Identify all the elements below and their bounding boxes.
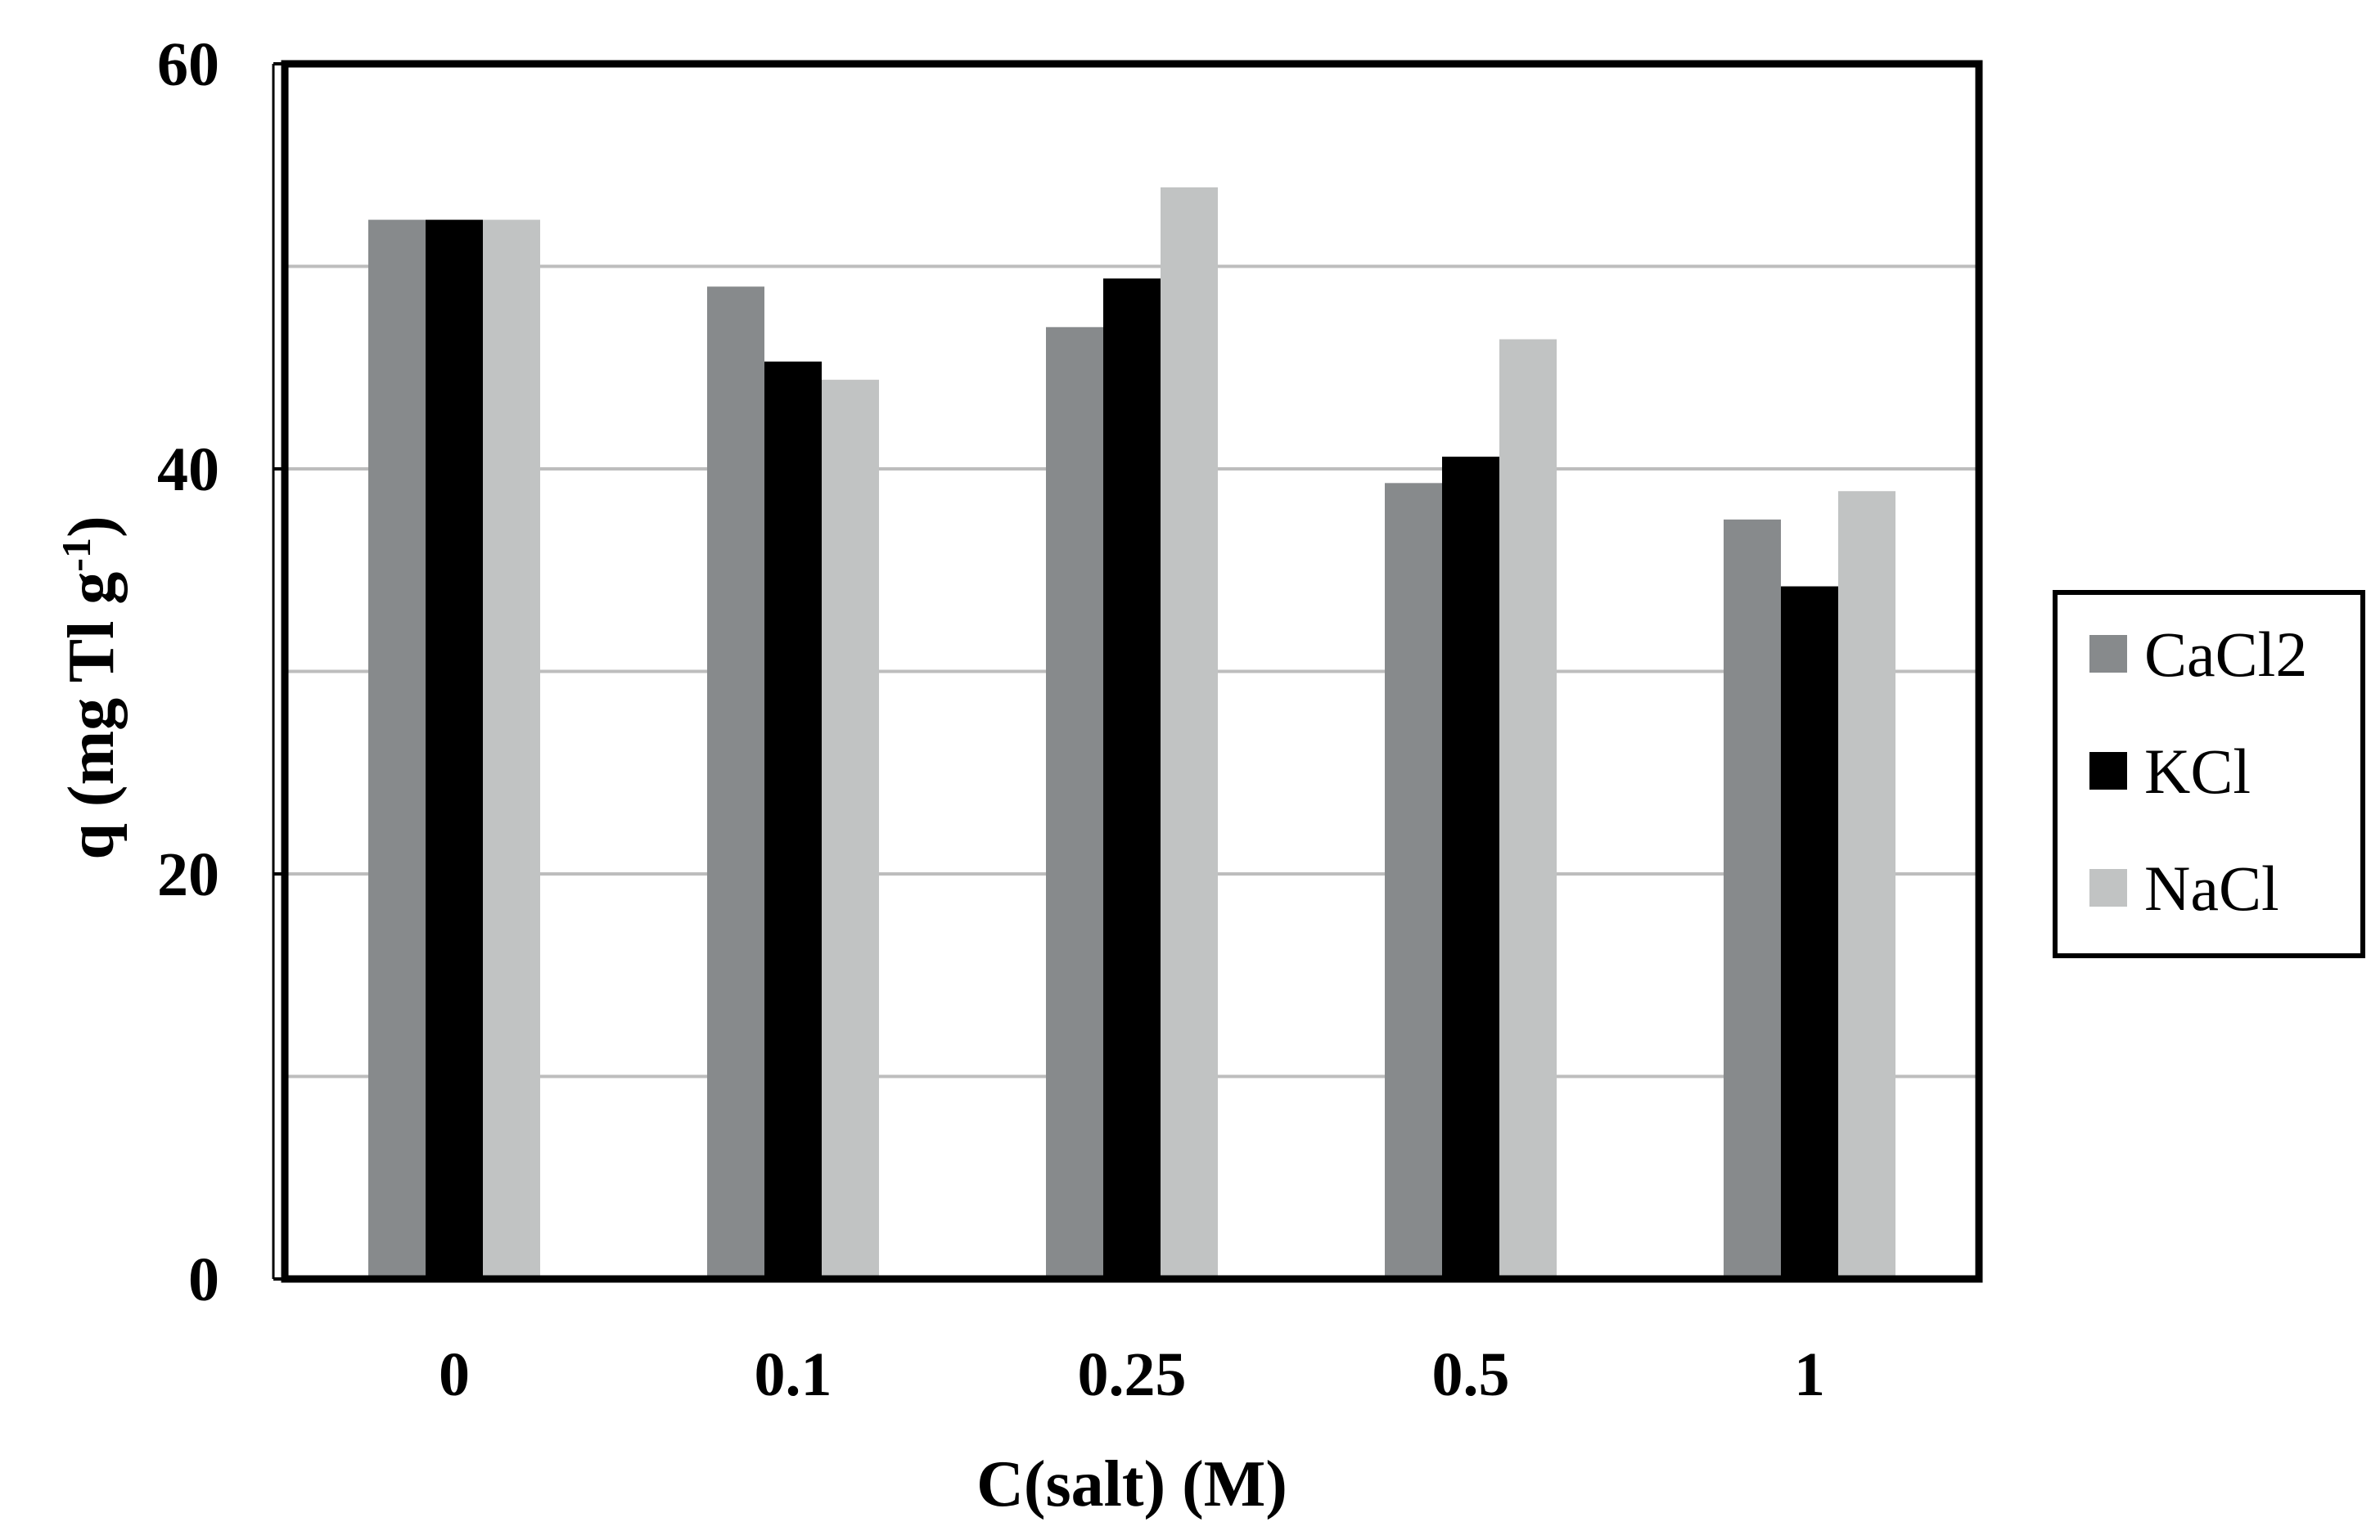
- legend-label-nacl: NaCl: [2144, 853, 2279, 924]
- bar-kcl-0_5: [1442, 457, 1499, 1279]
- bar-groups: [368, 187, 1895, 1280]
- bar-cacl2-0_25: [1046, 326, 1103, 1279]
- y-axis-label-main: q (mg Tl g: [56, 572, 128, 860]
- x-tick-label: 0.5: [1432, 1340, 1510, 1409]
- bar-cacl2-0_1: [707, 286, 764, 1279]
- bar-nacl-0_25: [1161, 187, 1218, 1280]
- legend-swatch-kcl: [2089, 752, 2127, 790]
- y-axis: 0 20 40 60: [157, 30, 285, 1314]
- bar-kcl-1: [1781, 586, 1838, 1279]
- bar-cacl2-1: [1724, 519, 1781, 1279]
- legend-label-kcl: KCl: [2144, 736, 2251, 807]
- bar-group-1: [1724, 491, 1895, 1279]
- bar-kcl-0_25: [1103, 278, 1161, 1280]
- x-tick-label: 0.1: [755, 1340, 832, 1409]
- bar-nacl-0_1: [822, 380, 879, 1280]
- bar-cacl2-0_5: [1385, 483, 1442, 1279]
- x-axis-label: C(salt) (M): [976, 1448, 1287, 1520]
- legend-label-cacl2: CaCl2: [2144, 619, 2307, 690]
- bar-cacl2-0: [368, 219, 426, 1280]
- bar-group-0_25: [1046, 187, 1218, 1280]
- bar-kcl-0_1: [764, 361, 822, 1280]
- y-tick-label: 0: [188, 1245, 219, 1314]
- bar-nacl-1: [1838, 491, 1895, 1279]
- x-tick-label: 0.25: [1078, 1340, 1187, 1409]
- legend-swatch-cacl2: [2089, 635, 2127, 673]
- bar-nacl-0: [483, 219, 540, 1280]
- legend-swatch-nacl: [2089, 869, 2127, 907]
- bar-kcl-0: [426, 219, 483, 1280]
- y-axis-label-close: ): [56, 516, 128, 538]
- y-tick-label: 40: [157, 435, 219, 504]
- legend: CaCl2 KCl NaCl: [2053, 590, 2365, 958]
- x-tick-label: 0: [439, 1340, 470, 1409]
- x-tick-label: 1: [1794, 1340, 1825, 1409]
- bar-group-0: [368, 219, 540, 1280]
- y-tick-label: 60: [157, 30, 219, 99]
- bar-group-0_1: [707, 286, 879, 1280]
- bar-nacl-0_5: [1499, 339, 1557, 1280]
- x-axis: 0 0.1 0.25 0.5 1: [439, 1340, 1825, 1409]
- bar-group-0_5: [1385, 339, 1557, 1280]
- y-axis-label: q (mg Tl g-1): [53, 516, 128, 859]
- y-tick-label: 20: [157, 840, 219, 909]
- y-axis-label-superscript: -1: [53, 538, 99, 572]
- plot-area-frame: [281, 60, 1983, 1283]
